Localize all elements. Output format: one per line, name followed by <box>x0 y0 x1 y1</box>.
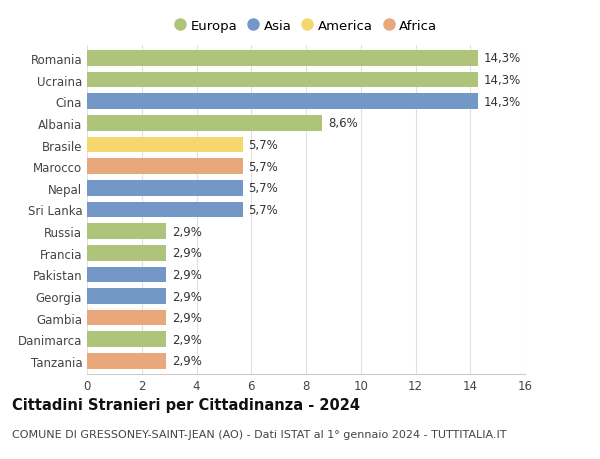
Bar <box>87 202 243 218</box>
Bar <box>87 137 243 153</box>
Text: 8,6%: 8,6% <box>328 117 358 130</box>
Text: 2,9%: 2,9% <box>172 246 202 260</box>
Text: 14,3%: 14,3% <box>484 95 521 108</box>
Text: 5,7%: 5,7% <box>248 182 278 195</box>
Bar <box>87 159 243 174</box>
Text: 14,3%: 14,3% <box>484 74 521 87</box>
Bar <box>87 310 166 326</box>
Text: 2,9%: 2,9% <box>172 312 202 325</box>
Bar <box>87 116 322 131</box>
Text: 5,7%: 5,7% <box>248 160 278 174</box>
Text: Cittadini Stranieri per Cittadinanza - 2024: Cittadini Stranieri per Cittadinanza - 2… <box>12 397 360 412</box>
Text: 2,9%: 2,9% <box>172 290 202 303</box>
Bar <box>87 224 166 239</box>
Text: 2,9%: 2,9% <box>172 355 202 368</box>
Text: 2,9%: 2,9% <box>172 225 202 238</box>
Bar <box>87 51 478 67</box>
Bar <box>87 289 166 304</box>
Text: 2,9%: 2,9% <box>172 333 202 346</box>
Bar <box>87 353 166 369</box>
Text: COMUNE DI GRESSONEY-SAINT-JEAN (AO) - Dati ISTAT al 1° gennaio 2024 - TUTTITALIA: COMUNE DI GRESSONEY-SAINT-JEAN (AO) - Da… <box>12 429 506 439</box>
Bar <box>87 267 166 283</box>
Legend: Europa, Asia, America, Africa: Europa, Asia, America, Africa <box>175 20 437 33</box>
Bar <box>87 94 478 110</box>
Text: 14,3%: 14,3% <box>484 52 521 65</box>
Bar <box>87 73 478 88</box>
Text: 2,9%: 2,9% <box>172 268 202 281</box>
Bar <box>87 246 166 261</box>
Text: 5,7%: 5,7% <box>248 203 278 217</box>
Text: 5,7%: 5,7% <box>248 139 278 152</box>
Bar <box>87 332 166 347</box>
Bar <box>87 181 243 196</box>
